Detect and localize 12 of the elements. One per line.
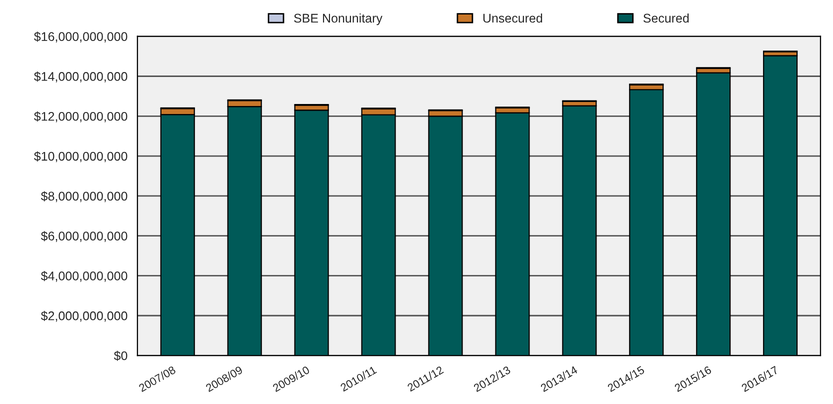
y-tick-label: $4,000,000,000 <box>40 271 128 282</box>
y-tick-label: $0 <box>114 350 128 361</box>
y-tick-label: $6,000,000,000 <box>40 231 128 242</box>
y-tick-label: $8,000,000,000 <box>40 191 128 202</box>
y-tick-label: $10,000,000,000 <box>34 151 128 162</box>
legend-label: SBE Nonunitary <box>294 13 382 26</box>
y-tick-label: $16,000,000,000 <box>34 32 128 42</box>
legend-label: Unsecured <box>483 13 542 23</box>
y-tick-label: $14,000,000,000 <box>34 72 128 82</box>
legend-label: Secured <box>643 13 689 23</box>
y-tick-label: $12,000,000,000 <box>34 111 128 122</box>
y-tick-label: $2,000,000,000 <box>40 310 128 322</box>
